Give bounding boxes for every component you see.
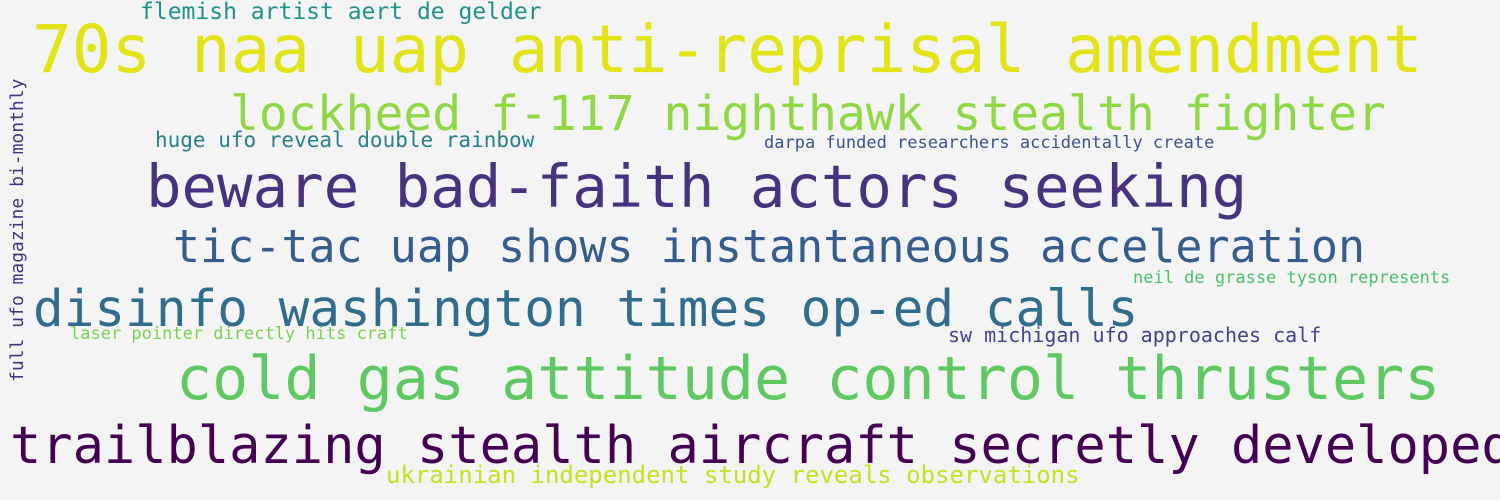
word-neil-de-grasse-tyson-represents: neil de grasse tyson represents	[1133, 268, 1451, 288]
word-trailblazing-stealth-aircraft-secretly-developed: trailblazing stealth aircraft secretly d…	[10, 416, 1500, 476]
word-tic-tac-uap-shows-instantaneous-acceleration: tic-tac uap shows instantaneous accelera…	[173, 220, 1366, 273]
word-70s-naa-uap-anti-reprisal-amendment: 70s naa uap anti-reprisal amendment	[32, 11, 1423, 88]
word-sw-michigan-ufo-approaches-calf: sw michigan ufo approaches calf	[948, 323, 1322, 347]
word-darpa-funded-researchers-accidentally-create: darpa funded researchers accidentally cr…	[764, 133, 1215, 153]
word-lockheed-f-117-nighthawk-stealth-fighter: lockheed f-117 nighthawk stealth fighter	[230, 86, 1386, 142]
word-full-ufo-magazine-bi-monthly: full ufo magazine bi-monthly	[7, 78, 28, 382]
word-disinfo-washington-times-op-ed-calls: disinfo washington times op-ed calls	[33, 280, 1139, 339]
word-beware-bad-faith-actors-seeking: beware bad-faith actors seeking	[146, 152, 1248, 221]
word-ukrainian-independent-study-reveals-observations: ukrainian independent study reveals obse…	[386, 461, 1080, 489]
word-flemish-artist-aert-de-gelder: flemish artist aert de gelder	[140, 0, 542, 25]
word-cold-gas-attitude-control-thrusters: cold gas attitude control thrusters	[176, 344, 1441, 414]
word-huge-ufo-reveal-double-rainbow: huge ufo reveal double rainbow	[155, 128, 535, 152]
word-laser-pointer-directly-hits-craft: laser pointer directly hits craft	[70, 324, 408, 344]
